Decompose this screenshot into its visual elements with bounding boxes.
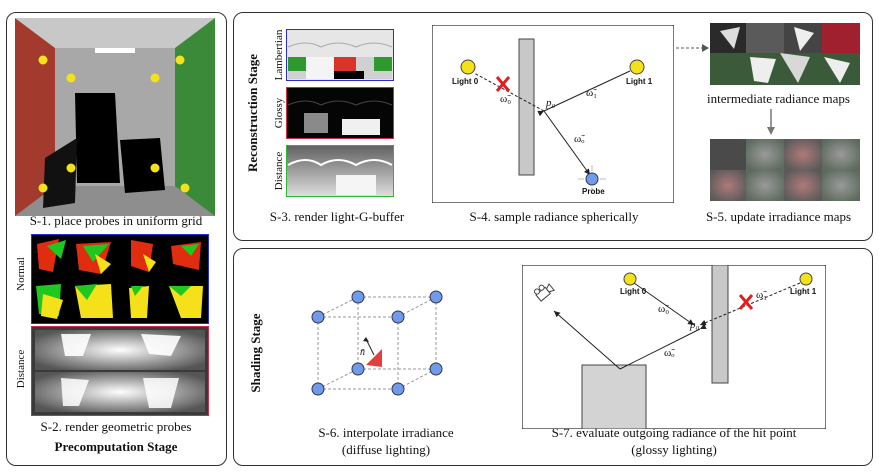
outgoing-radiance-diagram xyxy=(522,265,826,429)
distance-buffer xyxy=(286,145,394,197)
normal-label: Normal xyxy=(15,257,27,291)
reconstruction-stage-title: Reconstruction Stage xyxy=(245,53,260,173)
probe-node xyxy=(311,382,325,396)
light0-icon xyxy=(460,59,476,75)
down-arrow xyxy=(767,109,775,135)
probe-dot xyxy=(38,55,48,65)
occluder-wall xyxy=(518,38,535,176)
blocked-cross-icon xyxy=(495,76,511,92)
shading-panel: Shading Stage n̄ S-6. interpolate ir xyxy=(233,248,873,466)
probe-node xyxy=(351,362,365,376)
glossy-buffer xyxy=(286,87,394,139)
omega0-label: ω̃₀ xyxy=(500,93,512,105)
wall-block xyxy=(711,265,729,384)
irradiance-maps xyxy=(710,139,860,201)
reconstruction-panel: Reconstruction Stage Lambertian Glossy D… xyxy=(233,12,873,241)
probe-node xyxy=(391,310,405,324)
precomputation-stage-title: Precomputation Stage xyxy=(54,439,178,454)
s2-caption: S-2. render geometric probes xyxy=(40,419,192,434)
probe-node xyxy=(351,290,365,304)
probe-dot xyxy=(175,55,185,65)
precomputation-panel: S-1. place probes in uniform grid Normal xyxy=(6,12,227,466)
omega1-label: ω̃₁ xyxy=(586,87,598,99)
light1-label: Light 1 xyxy=(790,287,817,296)
probe-dot xyxy=(150,163,160,173)
radiance-sampling-diagram xyxy=(432,25,674,203)
shading-stage-title: Shading Stage xyxy=(248,313,263,393)
light0-label: Light 0 xyxy=(452,77,479,86)
blocked-cross-icon xyxy=(738,294,754,310)
light0-icon xyxy=(623,272,637,286)
lambertian-buffer xyxy=(286,29,394,81)
distance-map-grid xyxy=(31,326,209,416)
probe-dot xyxy=(38,183,48,193)
probe-label: Probe xyxy=(582,187,605,196)
shading-point-triangle xyxy=(366,349,382,367)
normal-symbol: n̄ xyxy=(360,347,365,358)
probe-dot xyxy=(66,163,76,173)
omegao-label: ω̃ₒ xyxy=(574,133,585,145)
probe-icon xyxy=(585,172,599,186)
normal-map-grid xyxy=(31,234,209,324)
probe-dot xyxy=(150,73,160,83)
s3-caption: S-3. render light-G-buffer xyxy=(269,209,405,224)
light1-label: Light 1 xyxy=(626,77,653,86)
s6-caption-line2: (diffuse lighting) xyxy=(341,442,431,457)
omega1-label: ω̃₁ xyxy=(756,289,768,301)
lambertian-label: Lambertian xyxy=(273,29,285,81)
probe-node xyxy=(311,310,325,324)
light1-icon xyxy=(799,272,813,286)
intermediate-maps-label: intermediate radiance maps xyxy=(707,91,850,106)
probe-node xyxy=(429,362,443,376)
light0-label: Light 0 xyxy=(620,287,647,296)
s7-caption-line2: (glossy lighting) xyxy=(631,442,717,457)
flow-arrow xyxy=(676,44,709,52)
s7-caption-line1: S-7. evaluate outgoing radiance of the h… xyxy=(551,425,797,440)
distance-label-recon: Distance xyxy=(273,151,285,191)
cornell-box-scene xyxy=(15,18,215,216)
omega0-label: ω̃₀ xyxy=(658,303,670,315)
s4-caption: S-4. sample radiance spherically xyxy=(469,209,639,224)
intermediate-radiance-maps xyxy=(710,23,860,85)
p0-label: p₀ xyxy=(690,319,700,331)
s5-caption: S-5. update irradiance maps xyxy=(705,209,852,224)
hit-object-box xyxy=(581,364,647,429)
probe-cube-diagram xyxy=(311,290,443,396)
distance-label: Distance xyxy=(15,349,27,389)
omegao-label: ω̃ₒ xyxy=(664,347,675,359)
camera-icon xyxy=(534,283,556,302)
s6-caption-line1: S-6. interpolate irradiance xyxy=(318,425,454,440)
glossy-label: Glossy xyxy=(273,97,285,129)
light1-icon xyxy=(629,59,645,75)
s1-caption: S-1. place probes in uniform grid xyxy=(29,213,203,228)
probe-dot xyxy=(180,183,190,193)
probe-node xyxy=(391,382,405,396)
probe-node xyxy=(429,290,443,304)
probe-dot xyxy=(66,73,76,83)
p0-label: p₀ xyxy=(546,97,556,109)
